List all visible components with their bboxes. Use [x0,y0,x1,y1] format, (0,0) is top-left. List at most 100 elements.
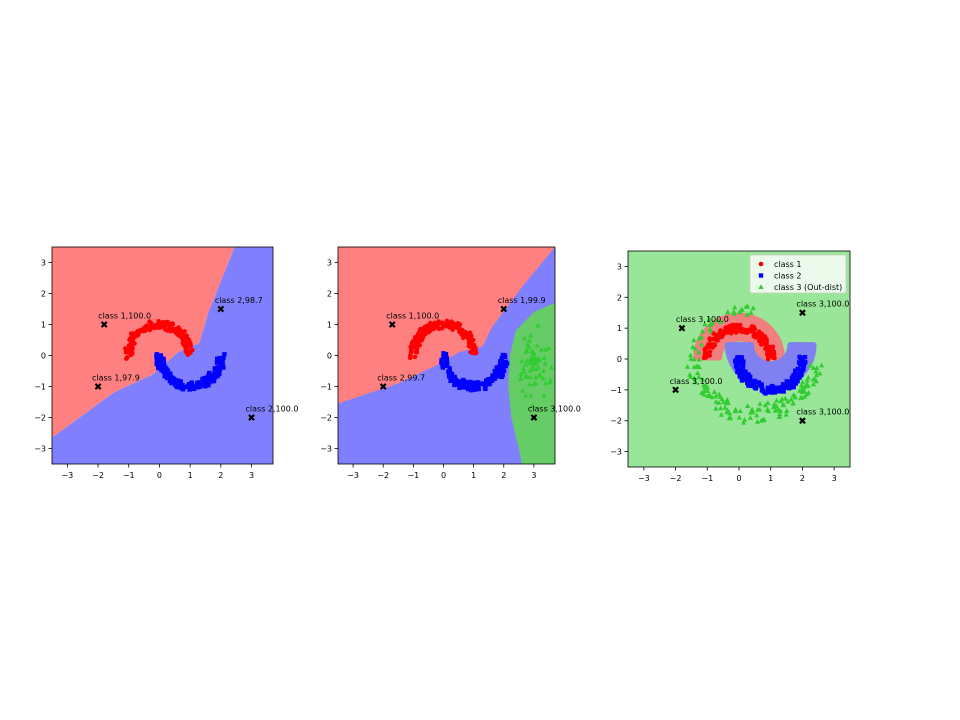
data-point [748,309,754,315]
data-point [743,329,749,335]
data-point [541,392,547,398]
data-point [443,352,449,357]
annotation-label: class 3,100.0 [528,405,581,414]
data-point [817,370,823,376]
data-point [486,381,491,387]
data-point [804,391,810,397]
data-point [717,394,723,399]
chart-panel-3: class 3,100.0 class 3,100.0 class 3,100.0 c… [610,250,851,483]
data-point [548,377,554,382]
data-point [778,408,784,414]
data-point [536,356,542,361]
data-point [540,375,546,381]
data-point [777,411,783,416]
data-point [531,381,537,386]
data-point [687,352,694,358]
data-point [786,386,792,391]
data-point [740,419,747,425]
x-tick-label: −2 [670,474,682,483]
data-point [696,335,702,341]
y-tick-label: 2 [41,290,46,299]
data-point [492,368,497,374]
data-point [543,380,549,386]
data-point [741,417,748,422]
data-point [476,386,481,392]
data-point [736,362,742,368]
annotation-label: class 1,100.0 [98,312,151,321]
data-point [718,412,724,417]
legend-label: class 2 [774,272,802,281]
data-point [541,368,547,373]
data-point [745,403,751,408]
data-point [217,365,223,371]
data-point [695,370,701,376]
data-point [417,342,422,348]
data-point [461,385,466,390]
data-point [725,407,731,413]
data-point [199,381,205,386]
data-point [763,391,768,396]
legend: class 1 class 2 class 3 (Out-dist) [749,254,847,294]
data-point [766,390,771,395]
data-point [156,365,162,370]
data-point [129,344,135,350]
data-point [450,327,455,332]
y-tick-label: 3 [41,259,46,268]
data-point [466,336,471,342]
data-point [156,324,162,329]
data-point [813,368,819,374]
x-tick-label: −3 [638,474,650,483]
data-point [709,394,715,400]
data-point [534,343,540,348]
data-point [708,342,713,348]
data-point [793,368,798,373]
data-point [186,382,191,387]
data-point [713,393,719,399]
x-tick-label: −1 [701,474,713,483]
data-point [412,354,418,360]
data-point [688,374,694,379]
test-point-marker [678,324,686,332]
data-point [173,377,179,383]
data-point [746,383,751,388]
data-point [765,385,771,391]
data-point [466,343,472,349]
data-point [215,365,220,370]
data-point [416,331,421,337]
data-point [804,383,810,389]
annotation-label: class 3,100.0 [670,377,723,386]
x-tick-label: 1 [471,471,476,480]
data-point [168,371,173,376]
data-point [765,400,771,405]
data-point [798,395,804,401]
data-point [797,354,802,360]
data-point [538,346,545,352]
data-point [163,365,168,370]
data-point [408,353,413,358]
chart-panel-2: class 1,100.0 class 1,99.9 class 2,99.7 cla… [320,246,581,480]
data-point [529,366,535,372]
data-point [500,366,505,371]
x-tick-label: 3 [832,474,837,483]
data-point [422,324,428,330]
data-point [800,379,806,385]
data-point [699,328,705,334]
data-point [745,380,750,385]
data-point [774,397,780,403]
data-point [799,372,804,378]
data-point [180,387,186,392]
annotation: class 3,100.0 [670,377,723,394]
decision-region [52,247,273,464]
data-point [702,384,708,390]
data-point [531,357,537,363]
data-point [691,375,697,381]
data-point [771,401,777,407]
data-point [747,375,752,380]
data-point [748,383,753,389]
data-point [468,339,474,345]
data-point [498,359,504,364]
data-point [520,387,526,393]
data-point [781,389,786,394]
data-point [696,374,702,380]
legend-marker [758,284,764,289]
